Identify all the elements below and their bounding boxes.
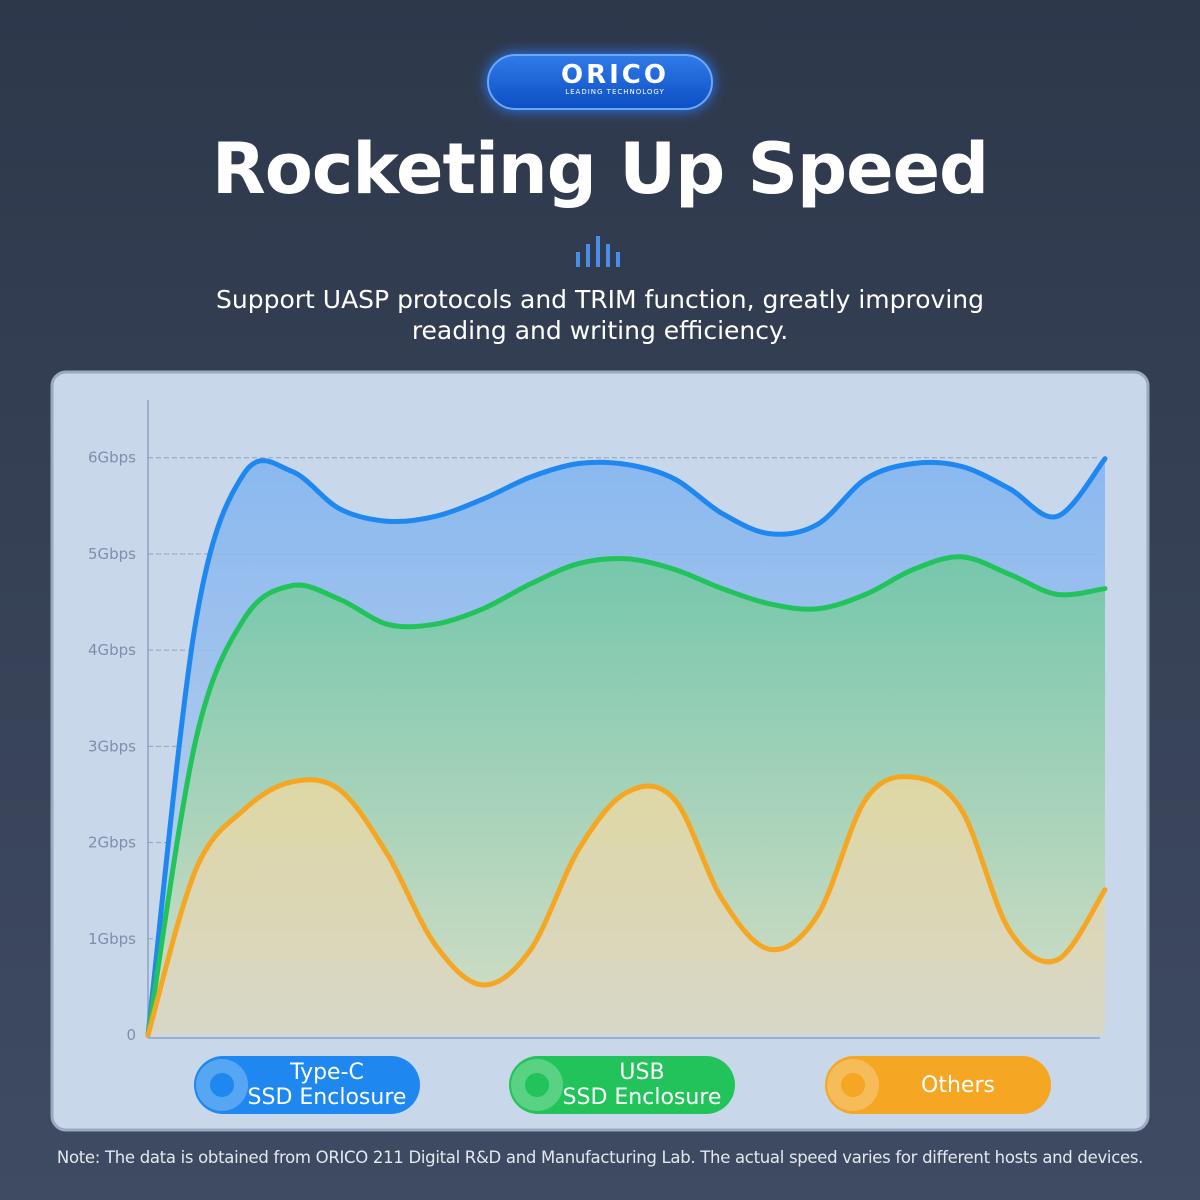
line [145, 554, 1108, 1038]
y-tick-label: 6Gbps [88, 449, 136, 467]
line [145, 456, 1108, 1038]
legend-item: Others [825, 1056, 1051, 1114]
y-tick-label: 0 [126, 1026, 136, 1044]
logo: ORICO LEADING TECHNOLOGY [487, 54, 713, 110]
y-tick-label: 2Gbps [88, 834, 136, 852]
area [148, 776, 1105, 1035]
legend-swatch [196, 1059, 248, 1111]
y-tick-label: 4Gbps [88, 641, 136, 659]
legend-label: USB SSD Enclosure [562, 1060, 722, 1110]
y-tick-label: 1Gbps [88, 930, 136, 948]
legend-label: Others [921, 1072, 995, 1098]
legend-swatch [511, 1059, 563, 1111]
legend-item: Type-C SSD Enclosure [194, 1056, 420, 1114]
y-tick-label: 5Gbps [88, 545, 136, 563]
logo-name: ORICO [561, 60, 669, 90]
note: Note: The data is obtained from ORICO 21… [56, 1148, 1144, 1167]
bars-icon [576, 236, 620, 267]
logo-tagline: LEADING TECHNOLOGY [565, 88, 665, 96]
subtitle: Support UASP protocols and TRIM function… [216, 285, 984, 345]
legend-item: USB SSD Enclosure [509, 1056, 735, 1114]
legend-swatch [827, 1059, 879, 1111]
y-tick-label: 3Gbps [88, 737, 136, 755]
line [145, 774, 1108, 1038]
legend-label: Type-C SSD Enclosure [247, 1060, 407, 1110]
title: Rocketing Up Speed [211, 128, 989, 210]
